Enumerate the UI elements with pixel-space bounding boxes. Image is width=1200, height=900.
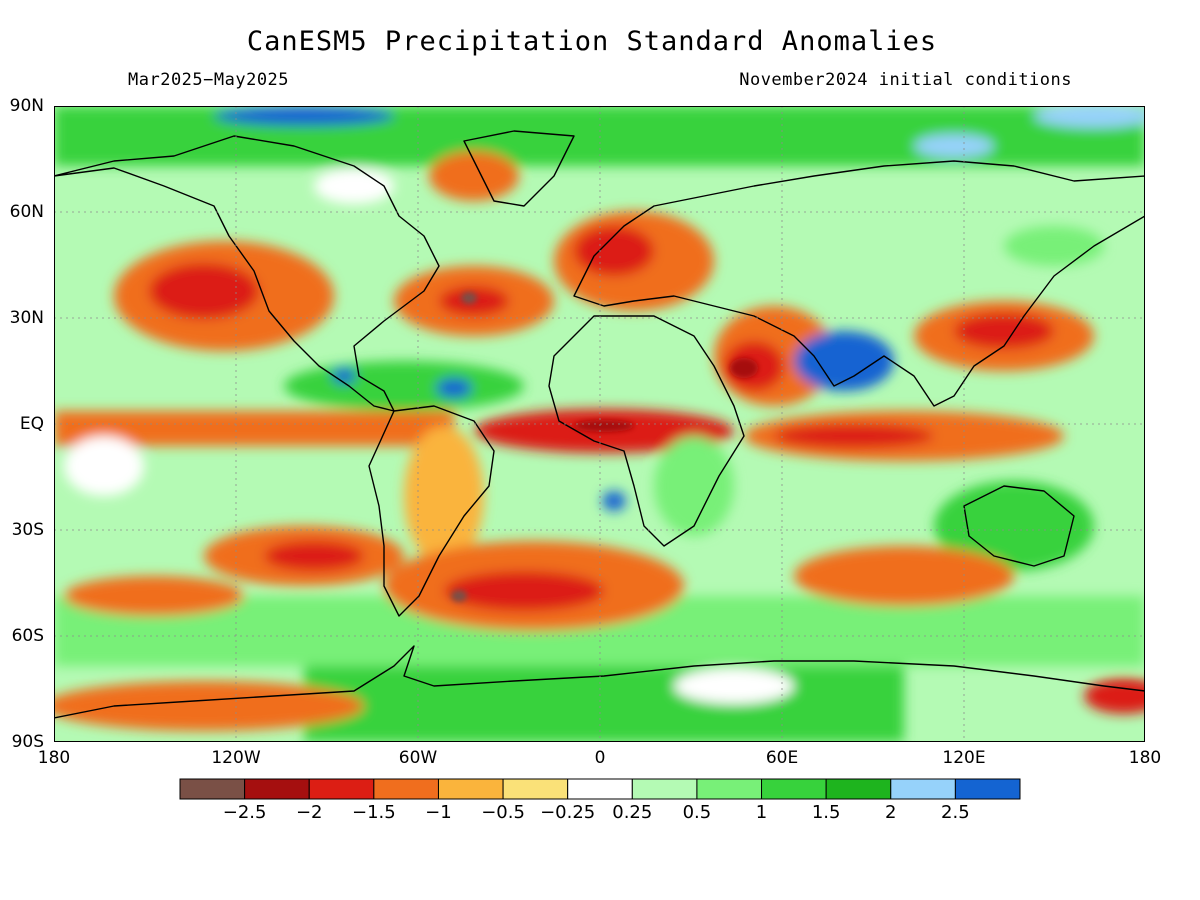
lat-label-30s: 30S (11, 520, 44, 540)
colorbar-swatches (179, 778, 1021, 800)
colorbar-swatch (696, 778, 763, 800)
lat-label-60n: 60N (9, 202, 44, 222)
colorbar (179, 778, 1021, 800)
colorbar-label: −1 (425, 802, 452, 823)
colorbar-swatch (567, 778, 633, 800)
lon-label-180w: 180 (37, 748, 71, 768)
lon-label-120w: 120W (211, 748, 261, 768)
lat-label-30n: 30N (9, 308, 44, 328)
colorbar-label: 0.5 (682, 802, 712, 823)
colorbar-swatch (631, 778, 698, 800)
lon-label-60w: 60W (398, 748, 438, 768)
lat-label-eq: EQ (19, 414, 44, 434)
colorbar-label: −1.5 (351, 802, 396, 823)
map-title: CanESM5 Precipitation Standard Anomalies (246, 26, 938, 57)
colorbar-label: −0.5 (481, 802, 525, 823)
colorbar-swatch (437, 778, 504, 800)
colorbar-swatch (825, 778, 892, 800)
colorbar-label: 1 (755, 802, 768, 823)
colorbar-label: 1.5 (811, 802, 841, 823)
colorbar-swatch (890, 778, 956, 800)
colorbar-label: 2 (885, 802, 897, 823)
lat-label-60s: 60S (11, 626, 44, 646)
lon-label-60e: 60E (765, 748, 799, 768)
colorbar-label: −0.25 (540, 802, 596, 823)
lon-label-120e: 120E (942, 748, 986, 768)
lat-label-90n: 90N (9, 96, 44, 116)
colorbar-label: 2.5 (941, 802, 970, 823)
lon-label-180e: 180 (1128, 748, 1162, 768)
lat-label-90s: 90S (11, 732, 44, 752)
colorbar-label: 0.25 (612, 802, 653, 823)
colorbar-label: −2.5 (222, 802, 267, 823)
colorbar-swatch (954, 778, 1021, 800)
colorbar-swatch (308, 778, 375, 800)
lon-label-0: 0 (594, 748, 606, 768)
anomaly-map-canvas (54, 106, 1145, 742)
colorbar-swatch (502, 778, 569, 800)
forecast-period: Mar2025−May2025 (128, 70, 290, 90)
colorbar-swatch (179, 778, 246, 800)
colorbar-swatch (761, 778, 827, 800)
colorbar-label: −2 (295, 802, 323, 823)
colorbar-swatch (244, 778, 310, 800)
initial-conditions-label: November2024 initial conditions (739, 70, 1072, 90)
anomaly-map (54, 106, 1145, 742)
colorbar-swatch (373, 778, 439, 800)
